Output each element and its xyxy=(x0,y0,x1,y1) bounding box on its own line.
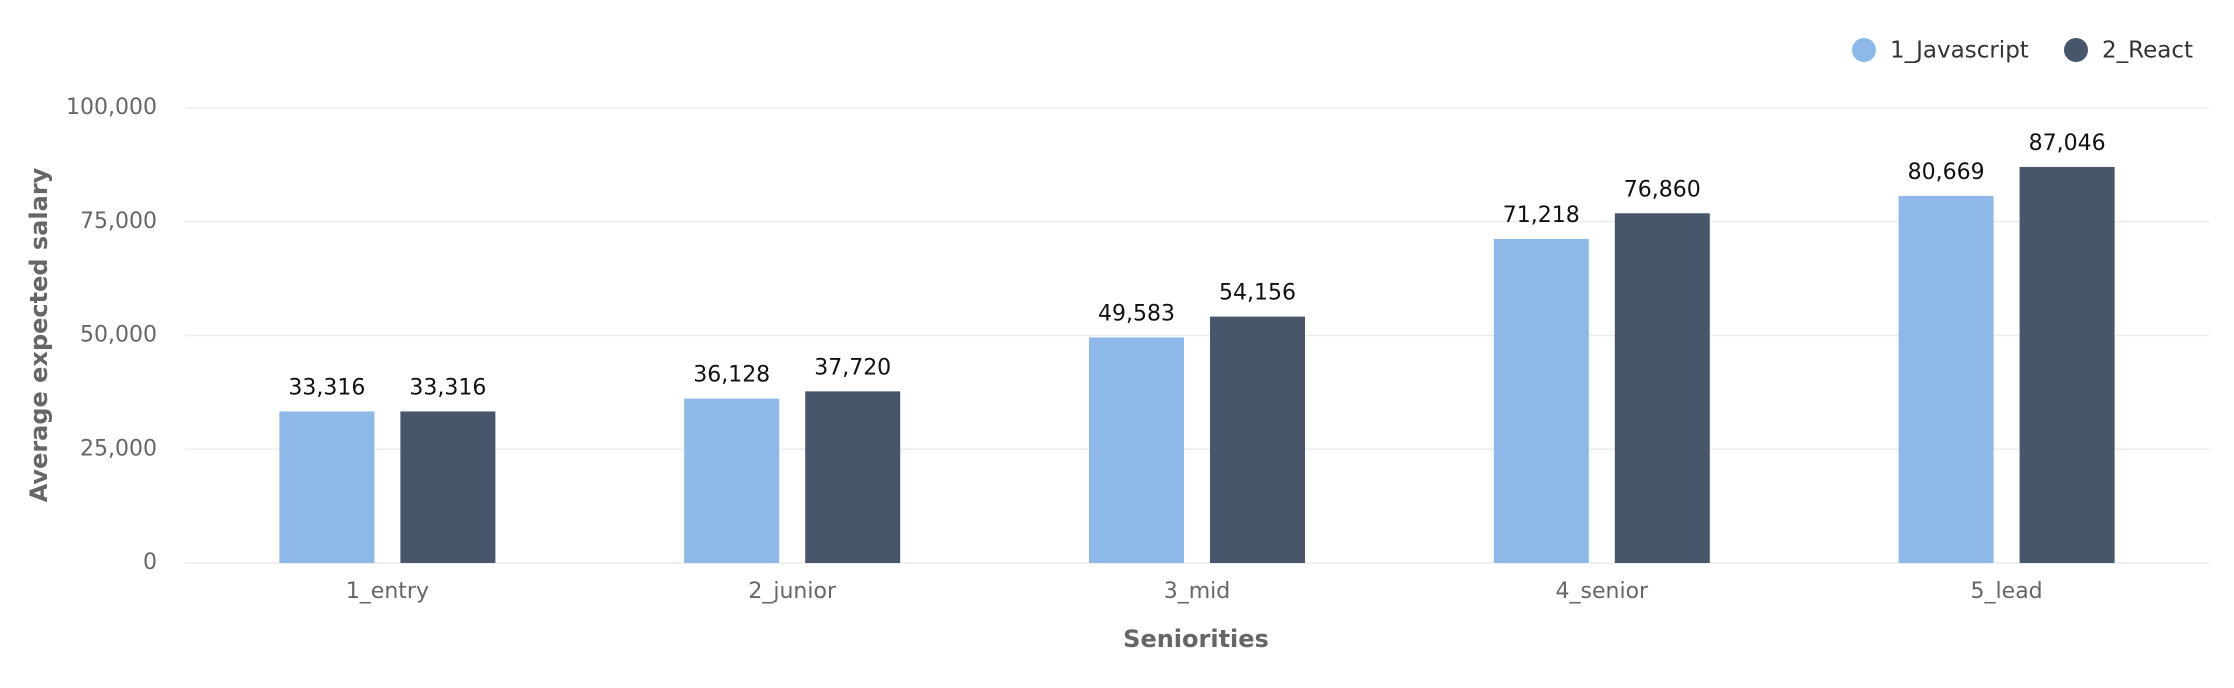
legend-marker xyxy=(1852,38,1876,62)
y-tick-label: 25,000 xyxy=(80,436,157,461)
bar xyxy=(1898,195,1994,563)
value-label: 33,316 xyxy=(409,375,486,400)
value-label: 54,156 xyxy=(1219,281,1296,306)
value-label: 49,583 xyxy=(1098,301,1175,326)
x-tick-label: 1_entry xyxy=(346,579,429,604)
value-label: 33,316 xyxy=(288,375,365,400)
legend-label: 2_React xyxy=(2102,38,2193,64)
value-label: 80,669 xyxy=(1908,160,1985,185)
y-tick-label: 75,000 xyxy=(80,209,157,234)
x-tick-label: 5_lead xyxy=(1971,579,2043,604)
bar xyxy=(400,411,496,563)
value-label: 37,720 xyxy=(814,355,891,380)
y-tick-label: 0 xyxy=(143,550,157,575)
x-tick-label: 2_junior xyxy=(748,579,837,604)
bar xyxy=(2019,166,2115,563)
y-tick-label: 100,000 xyxy=(66,95,157,120)
value-label: 76,860 xyxy=(1624,177,1701,202)
bar xyxy=(279,411,375,563)
x-tick-label: 4_senior xyxy=(1556,579,1650,604)
legend-marker xyxy=(2064,38,2088,62)
y-axis-title: Average expected salary xyxy=(25,167,53,502)
bar xyxy=(805,391,901,563)
legend-label: 1_Javascript xyxy=(1890,38,2029,64)
value-label: 71,218 xyxy=(1503,203,1580,228)
x-axis-title: Seniorities xyxy=(1123,625,1269,653)
bar xyxy=(1089,337,1184,563)
y-tick-label: 50,000 xyxy=(80,323,157,348)
value-label: 36,128 xyxy=(693,363,770,388)
x-tick-label: 3_mid xyxy=(1164,579,1231,604)
value-label: 87,046 xyxy=(2029,131,2106,156)
bar xyxy=(684,398,780,563)
bar xyxy=(1210,316,1305,563)
bar xyxy=(1493,238,1589,563)
bar xyxy=(1614,213,1710,564)
